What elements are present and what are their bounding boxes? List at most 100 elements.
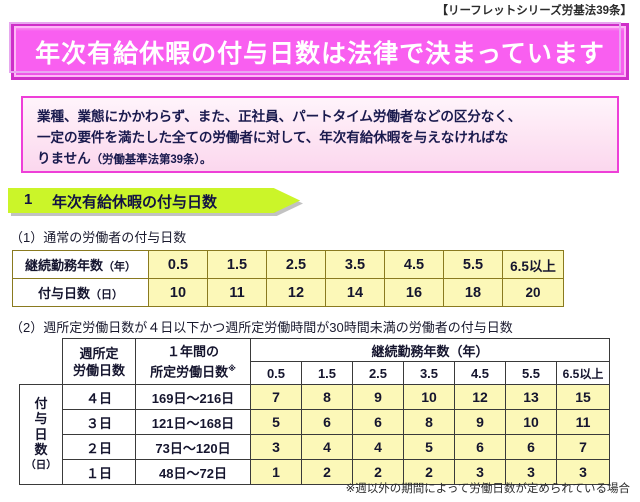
t2-year-days-header-line1: １年間の xyxy=(166,343,219,359)
parttime-worker-grant-table: 週所定 労働日数 １年間の 所定労働日数※ 継続勤務年数（年） 0.5 1.5 … xyxy=(19,338,610,485)
t1-days-cell: 18 xyxy=(443,278,503,307)
t2-year-days-cell: 48日～72日 xyxy=(135,459,251,485)
t2-year-days-cell: 73日～120日 xyxy=(135,434,251,460)
table-row: 付 与 日 数 （日） ４日 169日～216日 7 8 9 10 12 13 … xyxy=(19,384,610,485)
section-arrow-shape xyxy=(8,188,300,213)
t2-year-header-cell: 1.5 xyxy=(301,361,353,385)
leaflet-series-note: 【リーフレットシリーズ労基法39条】 xyxy=(436,5,632,17)
regular-worker-grant-table: 継続勤務年数（年） 0.5 1.5 2.5 3.5 4.5 5.5 6.5以上 … xyxy=(12,250,564,307)
t1-row1-label: 継続勤務年数（年） xyxy=(12,250,149,279)
t2-grant-cell: 3 xyxy=(454,459,506,485)
t2-grant-cell: 6 xyxy=(301,409,353,435)
t2-grant-cell: 3 xyxy=(250,434,302,460)
t2-grant-cell: 1 xyxy=(250,459,302,485)
t1-year-cell: 6.5以上 xyxy=(502,250,564,279)
t2-grant-cell: 11 xyxy=(556,409,610,435)
intro-note-line-1: 業種、業態にかかわらず、また、正社員、パートタイム労働者などの区分なく、 xyxy=(37,109,522,124)
t2-year-days-header-mark: ※ xyxy=(228,363,236,373)
t2-vlabel-unit: （日） xyxy=(25,458,57,471)
t2-grant-cell: 8 xyxy=(301,384,353,410)
t1-year-cell: 2.5 xyxy=(266,250,326,279)
t2-year-header-cell: 0.5 xyxy=(250,361,302,385)
t2-grant-cell: 4 xyxy=(352,434,404,460)
t2-grant-cell: 2 xyxy=(403,459,455,485)
t2-week-days-cell: ３日 xyxy=(62,409,136,435)
t1-row1-label-text: 継続勤務年数 xyxy=(24,258,103,273)
t1-days-cell: 16 xyxy=(384,278,444,307)
table-footnote: ※週以外の期間によって労働日数が定められている場合 xyxy=(345,483,630,495)
section-number: 1 xyxy=(24,191,33,208)
t2-grant-cell: 6 xyxy=(505,434,557,460)
table-row: １日 48日～72日 1 2 2 2 3 3 3 xyxy=(20,459,610,485)
t1-row2-unit: （日） xyxy=(90,289,123,301)
intro-note-line-3-citation: （労働基準法第39条）。 xyxy=(90,154,212,166)
t2-grant-cell: 8 xyxy=(403,409,455,435)
t1-year-cell: 0.5 xyxy=(148,250,208,279)
t1-days-cell: 10 xyxy=(148,278,208,307)
t1-year-cell: 4.5 xyxy=(384,250,444,279)
t1-row2-label: 付与日数（日） xyxy=(12,278,149,307)
table-row: 継続勤務年数（年） 0.5 1.5 2.5 3.5 4.5 5.5 6.5以上 xyxy=(12,250,564,279)
t2-week-days-cell: １日 xyxy=(62,459,136,485)
t2-year-days-cell: 169日～216日 xyxy=(135,384,251,410)
intro-note-line-3-main: りません xyxy=(37,151,91,166)
t2-grant-cell: 4 xyxy=(301,434,353,460)
t2-grant-cell: 2 xyxy=(301,459,353,485)
t2-grant-cell: 5 xyxy=(250,409,302,435)
t2-grant-cell: 12 xyxy=(454,384,506,410)
table-header-row: 0.5 1.5 2.5 3.5 4.5 5.5 6.5以上 xyxy=(20,361,610,385)
t2-grant-cell: 7 xyxy=(250,384,302,410)
main-title-banner: 年次有給休暇の付与日数は法律で決まっています xyxy=(9,22,629,80)
t2-grant-cell: 10 xyxy=(403,384,455,410)
t1-days-cell: 12 xyxy=(266,278,326,307)
t2-year-header-cell: 6.5以上 xyxy=(556,361,610,385)
t2-vertical-label: 付 与 日 数 （日） xyxy=(19,384,63,485)
t2-grant-cell: 13 xyxy=(505,384,557,410)
t1-year-cell: 1.5 xyxy=(207,250,267,279)
t1-days-cell: 20 xyxy=(502,278,564,307)
t2-week-days-cell: ４日 xyxy=(62,384,136,410)
table-row: ３日 121日～168日 5 6 6 8 9 10 11 xyxy=(20,409,610,435)
subsection-1-heading: （1）通常の労働者の付与日数 xyxy=(10,230,187,245)
intro-note-line-3: りません（労働基準法第39条）。 xyxy=(37,148,605,171)
t2-grant-cell: 15 xyxy=(556,384,610,410)
t2-grant-cell: 6 xyxy=(454,434,506,460)
t1-row2-label-text: 付与日数 xyxy=(37,286,90,301)
t2-grant-cell: 9 xyxy=(454,409,506,435)
t2-group-header: 継続勤務年数（年） xyxy=(250,338,610,362)
t2-grant-cell: 5 xyxy=(403,434,455,460)
t2-year-header-cell: 4.5 xyxy=(454,361,506,385)
t2-year-header-cell: 3.5 xyxy=(403,361,455,385)
t2-year-header-cell: 5.5 xyxy=(505,361,557,385)
t2-vlabel-char: 日 xyxy=(34,426,48,442)
t2-grant-cell: 3 xyxy=(556,459,610,485)
section-label: 年次有給休暇の付与日数 xyxy=(52,194,218,211)
t2-grant-cell: 6 xyxy=(352,409,404,435)
t2-corner-cell xyxy=(19,338,63,385)
page-title: 年次有給休暇の付与日数は法律で決まっています xyxy=(35,39,605,68)
subsection-2-heading: （2）週所定労働日数が４日以下かつ週所定労働時間が30時間未満の労働者の付与日数 xyxy=(10,320,513,335)
t2-week-days-cell: ２日 xyxy=(62,434,136,460)
t2-year-header-cell: 2.5 xyxy=(352,361,404,385)
t2-week-days-header-line1: 週所定 xyxy=(79,345,119,361)
t2-vlabel-char: 与 xyxy=(34,411,48,427)
t1-days-cell: 11 xyxy=(207,278,267,307)
t1-year-cell: 5.5 xyxy=(443,250,503,279)
table-row: ２日 73日～120日 3 4 4 5 6 6 7 xyxy=(20,434,610,460)
t2-grant-cell: 9 xyxy=(352,384,404,410)
t1-row1-unit: （年） xyxy=(103,261,136,273)
t1-days-cell: 14 xyxy=(325,278,385,307)
t2-vlabel-char: 数 xyxy=(34,442,48,458)
t2-week-days-header: 週所定 労働日数 xyxy=(62,338,136,385)
table-row: 付与日数（日） 10 11 12 14 16 18 20 xyxy=(12,278,564,307)
t2-year-days-header-line2: 所定労働日数 xyxy=(150,364,229,380)
intro-note-box: 業種、業態にかかわらず、また、正社員、パートタイム労働者などの区分なく、 一定の… xyxy=(21,96,619,173)
section-heading-1: 1 年次有給休暇の付与日数 xyxy=(8,188,303,216)
t2-grant-cell: 2 xyxy=(352,459,404,485)
t1-year-cell: 3.5 xyxy=(325,250,385,279)
t2-year-days-cell: 121日～168日 xyxy=(135,409,251,435)
table-header-row: 週所定 労働日数 １年間の 所定労働日数※ 継続勤務年数（年） xyxy=(19,338,610,385)
t2-grant-cell: 7 xyxy=(556,434,610,460)
t2-vlabel-char: 付 xyxy=(34,395,48,411)
t2-week-days-header-line2: 労働日数 xyxy=(72,362,125,378)
